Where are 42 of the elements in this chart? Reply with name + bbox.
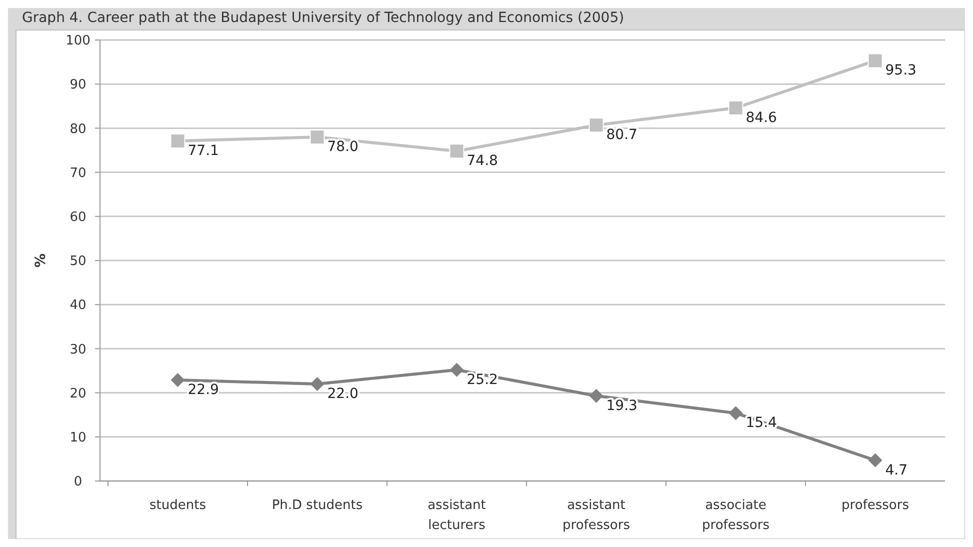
- point: [170, 373, 185, 388]
- data-label: 4.7: [885, 462, 908, 478]
- y-tick-label: 0: [74, 474, 82, 490]
- data-label: 84.6: [746, 110, 778, 126]
- point: [170, 133, 186, 148]
- x-tick-label: professors: [842, 498, 910, 513]
- x-tick-label: assistant lecturers: [428, 498, 486, 533]
- point: [589, 388, 604, 403]
- data-label: 25.2: [466, 372, 498, 388]
- point: [868, 53, 883, 68]
- y-tick-label: 60: [70, 210, 86, 225]
- data-label: 22.0: [327, 386, 358, 402]
- y-tick-label: 100: [66, 34, 90, 49]
- data-label: 19.3: [606, 398, 638, 414]
- data-label: 74.8: [466, 153, 498, 170]
- y-tick-label: 50: [70, 254, 86, 270]
- y-tick-label: 90: [70, 78, 86, 93]
- point: [728, 406, 743, 420]
- point: [728, 100, 744, 116]
- y-tick-label: 80: [70, 122, 86, 137]
- y-tick-label: 30: [70, 342, 86, 358]
- chart-title: Graph 4. Career path at the Budapest University of Technology and Economics (2005): [22, 10, 624, 26]
- data-label: 95.3: [885, 62, 916, 79]
- y-tick-label: 20: [70, 386, 86, 402]
- data-label: 78.0: [327, 139, 358, 156]
- y-axis-title: %: [33, 253, 49, 268]
- data-label: 22.9: [188, 382, 219, 398]
- point: [449, 144, 464, 159]
- x-tick-label: students: [150, 498, 206, 513]
- point: [588, 118, 604, 133]
- y-tick-label: 10: [70, 430, 86, 446]
- x-tick-label: associate professors: [702, 498, 770, 533]
- point: [450, 362, 464, 377]
- point: [310, 130, 325, 145]
- data-label: 80.7: [606, 127, 638, 144]
- y-tick-label: 70: [70, 166, 86, 181]
- point: [310, 376, 324, 391]
- data-label: 77.1: [188, 142, 219, 159]
- y-tick-label: 40: [70, 298, 86, 314]
- x-tick-label: assistant professors: [562, 498, 630, 533]
- x-tick-label: Ph.D students: [272, 498, 363, 513]
- point: [868, 453, 882, 468]
